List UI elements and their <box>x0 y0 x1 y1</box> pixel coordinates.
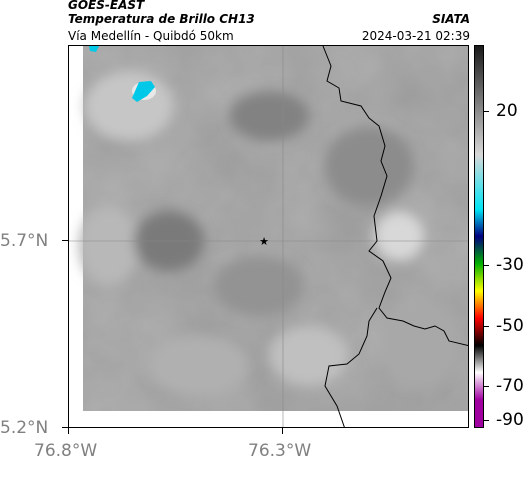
colorbar-tick <box>484 111 489 112</box>
lat-tick <box>62 427 68 428</box>
colorbar-tick <box>484 420 489 421</box>
star-marker[interactable]: ★ <box>259 235 269 248</box>
colorbar-tick <box>484 326 489 327</box>
lat-label-5.2: 5.2°N <box>0 418 49 438</box>
colorbar-label: -30 <box>496 255 524 275</box>
lon-tick <box>68 428 69 434</box>
lon-label-76.8: 76.8°W <box>34 441 98 461</box>
product-title: Temperatura de Brillo CH13 <box>68 12 255 26</box>
department-boundary-south <box>324 307 378 427</box>
lon-label-76.3: 76.3°W <box>248 441 312 461</box>
department-boundary <box>322 46 468 347</box>
colorbar-label: -90 <box>496 410 524 430</box>
colorbar-label: 20 <box>496 101 518 121</box>
brightness-temperature-map[interactable]: ★ <box>68 45 469 428</box>
region-label: Vía Medellín - Quibdó 50km <box>68 29 234 43</box>
cold-cloud-patch <box>89 46 156 102</box>
colorbar <box>474 45 484 428</box>
lat-tick <box>62 240 68 241</box>
map-canvas: ★ <box>69 46 468 427</box>
source-label: SIATA <box>432 12 470 26</box>
satellite-title: GOES-EAST <box>68 0 145 12</box>
lat-label-5.7: 5.7°N <box>0 231 49 251</box>
colorbar-label: -70 <box>496 376 524 396</box>
colorbar-tick <box>484 265 489 266</box>
colorbar-tick <box>484 386 489 387</box>
timestamp-label: 2024-03-21 02:39 <box>361 29 470 43</box>
lon-tick <box>282 428 283 434</box>
colorbar-label: -50 <box>496 316 524 336</box>
